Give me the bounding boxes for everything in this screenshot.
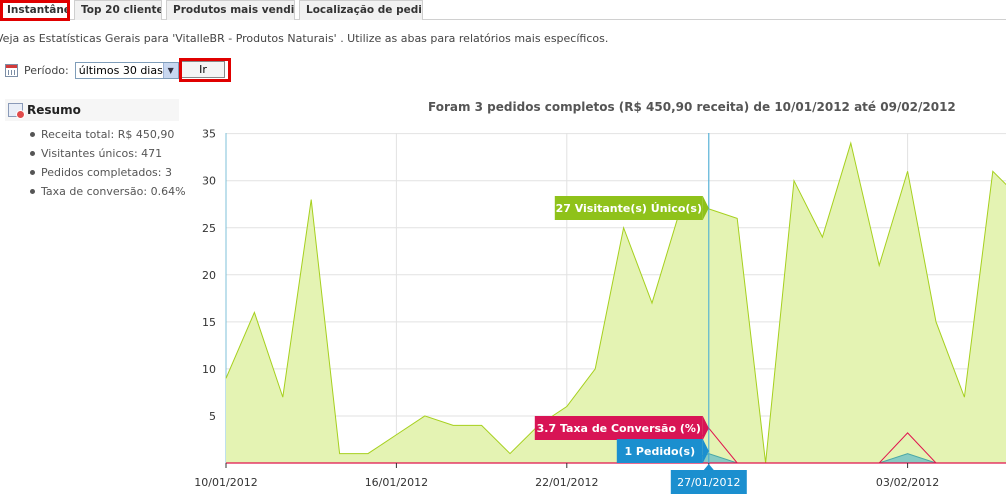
period-select[interactable]: últimos 30 dias ▼ — [74, 61, 179, 79]
tooltip-box — [534, 416, 703, 440]
highlight-date-box — [670, 470, 747, 494]
y-tick-label: 35 — [202, 128, 216, 141]
series-area-visitors — [226, 143, 1006, 463]
tab-top-20-clientes[interactable]: Top 20 clientes — [74, 0, 162, 20]
y-tick-label: 5 — [209, 410, 216, 423]
y-tick-label: 25 — [202, 222, 216, 235]
x-tick-label: 03/02/2012 — [876, 476, 939, 489]
series-area-orders — [226, 453, 1006, 463]
x-tick-label: 22/01/2012 — [535, 476, 598, 489]
intro-text: Veja as Estatísticas Gerais para 'Vitall… — [0, 32, 609, 45]
summary-item-orders: Pedidos completados: 3 — [28, 165, 186, 184]
summary-item-revenue: Receita total: R$ 450,90 — [28, 127, 186, 146]
tooltip-text: 3.7 Taxa de Conversão (%) — [537, 422, 701, 435]
tab-bar: Instantâneo Top 20 clientes Produtos mai… — [0, 0, 1006, 20]
x-tick-label: 10/01/2012 — [194, 476, 257, 489]
period-row: Período: últimos 30 dias ▼ — [5, 60, 179, 80]
chart-title-text: Foram 3 pedidos completos (R$ 450,90 rec… — [428, 100, 956, 114]
chevron-down-icon[interactable]: ▼ — [162, 62, 178, 78]
y-tick-label: 15 — [202, 316, 216, 329]
summary-item-visitors: Visitantes únicos: 471 — [28, 146, 186, 165]
period-selected-value: últimos 30 dias — [78, 63, 163, 77]
y-tick-label: 30 — [202, 175, 216, 188]
tooltip-pointer — [702, 196, 709, 220]
tooltip-pointer — [702, 416, 709, 440]
summary-item-conversion: Taxa de conversão: 0.64% — [28, 184, 186, 203]
y-tick-label: 20 — [202, 269, 216, 282]
highlight-date-pointer — [703, 464, 714, 470]
x-tick-label: 16/01/2012 — [365, 476, 428, 489]
period-label: Período: — [24, 63, 69, 77]
report-icon — [8, 103, 25, 119]
tooltip-text: 27 Visitante(s) Único(s) — [556, 202, 702, 215]
highlight-date-label: 27/01/2012 — [677, 476, 740, 489]
tooltip-text: 1 Pedido(s) — [624, 445, 695, 458]
tooltip-box — [554, 196, 703, 220]
tooltip-pointer — [702, 439, 709, 463]
chart-title: Foram 3 pedidos completos (R$ 450,90 rec… — [300, 100, 1006, 114]
summary-header: Resumo — [5, 99, 179, 121]
tab-produtos-mais-vendidos[interactable]: Produtos mais vendidos — [166, 0, 295, 20]
calendar-icon[interactable] — [5, 63, 18, 77]
summary-title: Resumo — [27, 103, 81, 117]
tooltip-box — [616, 439, 703, 463]
y-tick-label: 10 — [202, 363, 216, 376]
summary-list: Receita total: R$ 450,90 Visitantes únic… — [28, 127, 186, 203]
tab-localizacao-de-pedidos[interactable]: Localização de pedidos — [299, 0, 423, 20]
